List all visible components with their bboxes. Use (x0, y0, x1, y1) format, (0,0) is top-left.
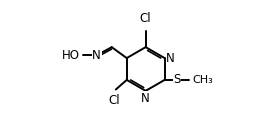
Text: Cl: Cl (140, 12, 152, 25)
Text: HO: HO (62, 49, 80, 62)
Text: N: N (166, 52, 175, 65)
Text: CH₃: CH₃ (193, 75, 213, 85)
Text: N: N (141, 92, 150, 105)
Text: N: N (92, 49, 101, 62)
Text: S: S (173, 73, 181, 86)
Text: Cl: Cl (109, 94, 120, 107)
